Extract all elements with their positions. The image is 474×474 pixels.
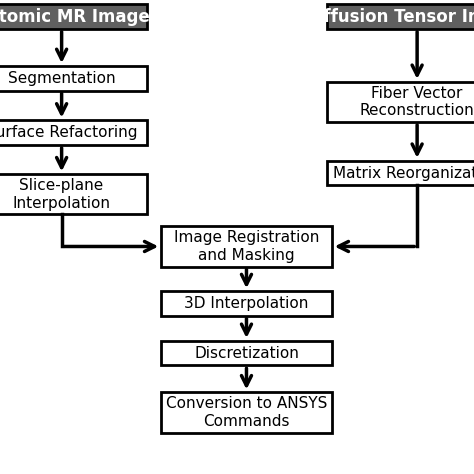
- Text: Diffusion Tensor Images: Diffusion Tensor Images: [304, 8, 474, 26]
- Text: Discretization: Discretization: [194, 346, 299, 361]
- FancyBboxPatch shape: [0, 66, 147, 91]
- FancyBboxPatch shape: [161, 227, 332, 266]
- Text: Segmentation: Segmentation: [8, 71, 116, 86]
- Text: Surface Refactoring: Surface Refactoring: [0, 125, 137, 140]
- FancyBboxPatch shape: [327, 161, 474, 185]
- Text: Conversion to ANSYS
Commands: Conversion to ANSYS Commands: [166, 396, 327, 428]
- FancyBboxPatch shape: [0, 4, 147, 29]
- FancyBboxPatch shape: [161, 341, 332, 365]
- FancyBboxPatch shape: [327, 4, 474, 29]
- Text: Slice-plane
Interpolation: Slice-plane Interpolation: [13, 178, 110, 210]
- Text: Matrix Reorganization: Matrix Reorganization: [333, 165, 474, 181]
- Text: Anatomic MR Images: Anatomic MR Images: [0, 8, 160, 26]
- FancyBboxPatch shape: [161, 291, 332, 316]
- FancyBboxPatch shape: [0, 174, 147, 214]
- Text: Image Registration
and Masking: Image Registration and Masking: [174, 230, 319, 263]
- FancyBboxPatch shape: [0, 120, 147, 145]
- Text: Fiber Vector
Reconstruction: Fiber Vector Reconstruction: [360, 86, 474, 118]
- FancyBboxPatch shape: [161, 392, 332, 432]
- FancyBboxPatch shape: [327, 82, 474, 122]
- Text: 3D Interpolation: 3D Interpolation: [184, 296, 309, 311]
